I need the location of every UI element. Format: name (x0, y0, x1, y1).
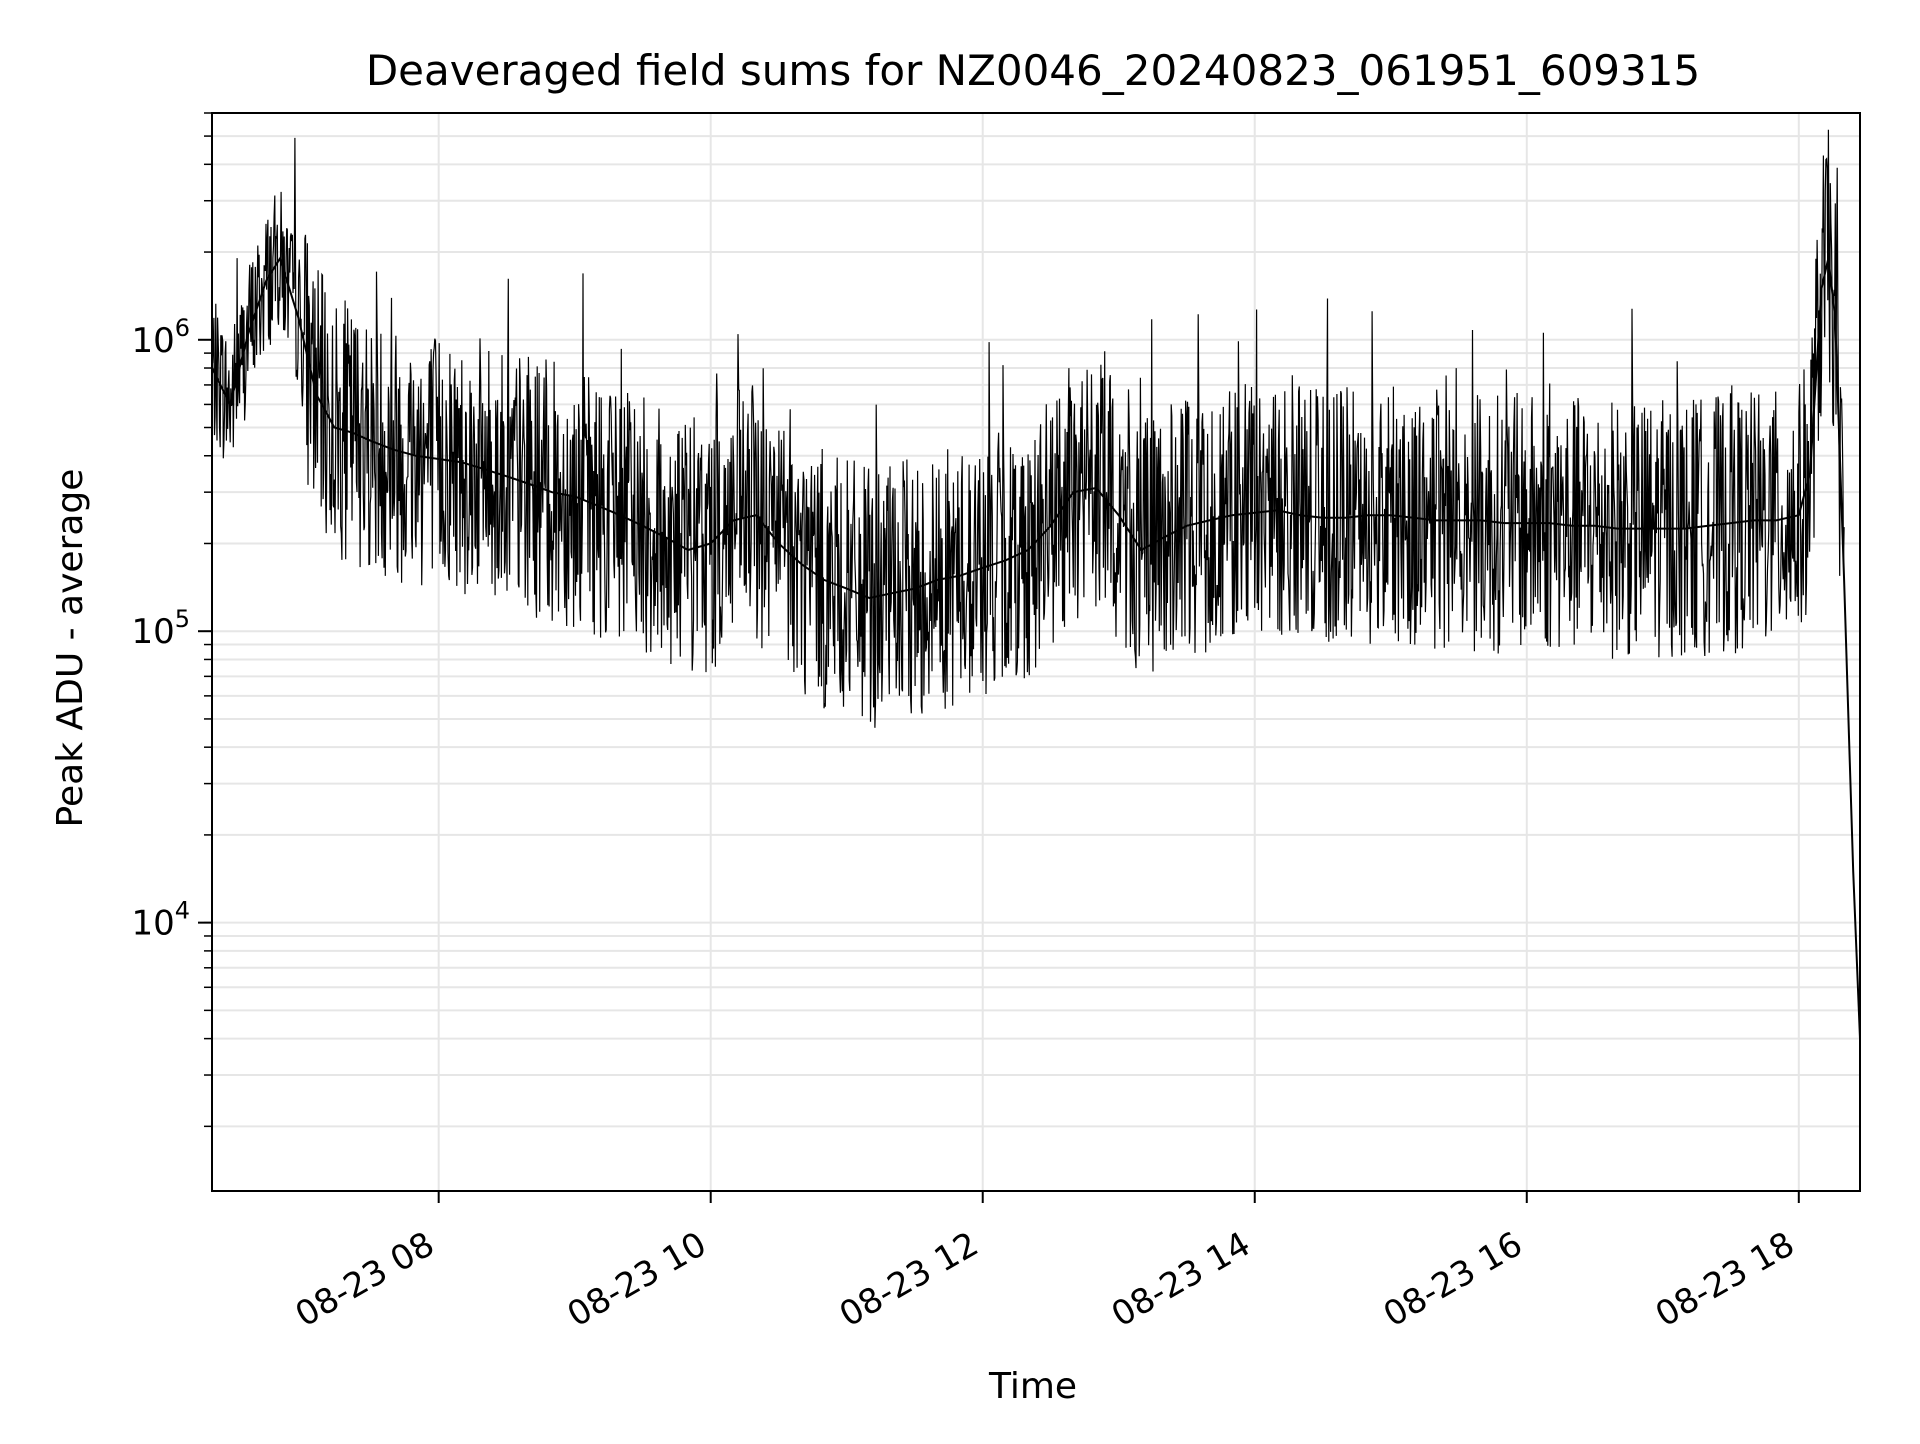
series-line-detail (211, 129, 1845, 728)
y-tick-base: 10 (131, 612, 174, 652)
chart-title: Deaveraged field sums for NZ0046_2024082… (366, 46, 1700, 95)
data-layer (211, 129, 1861, 1039)
y-axis-label: Peak ADU - average (50, 469, 91, 828)
plot-frame (211, 112, 1861, 1192)
y-tick-label: 106 (131, 314, 190, 361)
x-axis-label: Time (988, 1366, 1077, 1407)
y-tick-base: 10 (131, 904, 174, 944)
y-tick-label: 104 (131, 897, 190, 944)
y-tick-exponent: 4 (175, 897, 190, 925)
y-tick-exponent: 6 (175, 314, 190, 342)
y-tick-label: 105 (131, 605, 190, 652)
y-tick-exponent: 5 (175, 605, 190, 633)
y-tick-base: 10 (131, 321, 174, 361)
